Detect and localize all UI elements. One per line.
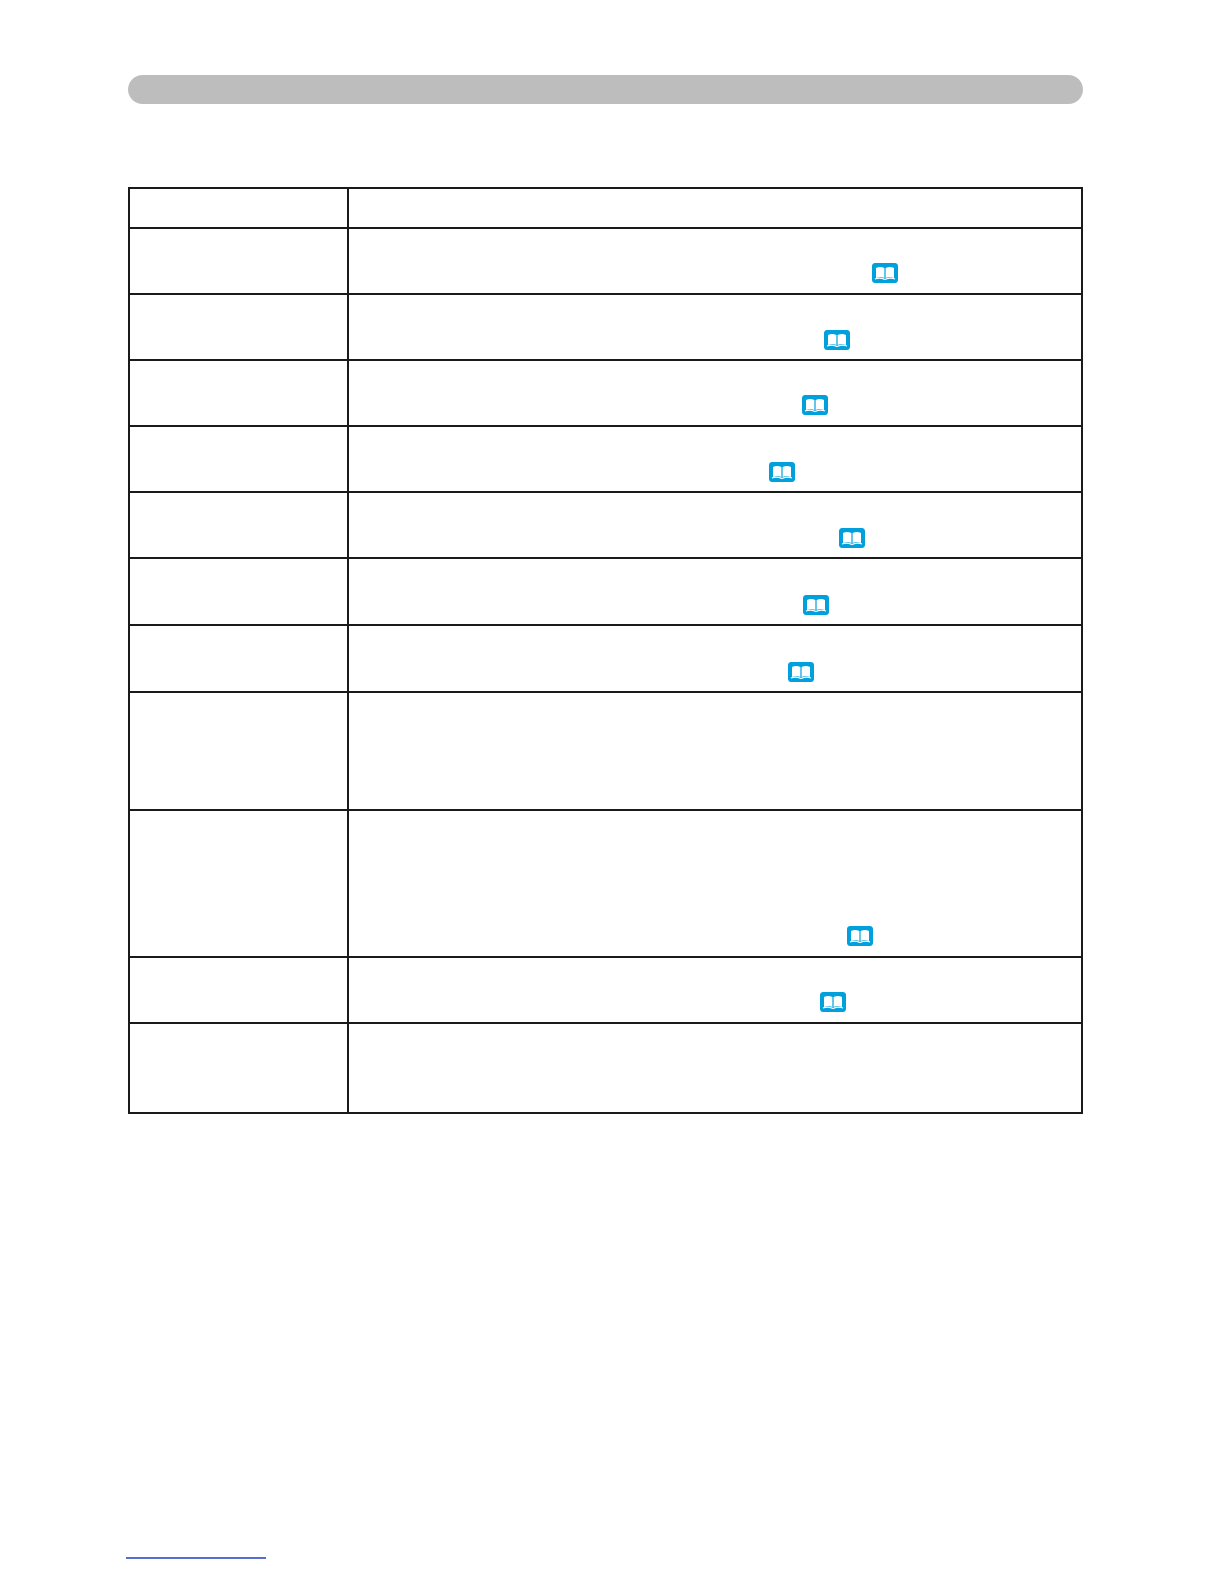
reference-icon — [872, 263, 898, 283]
reference-icon — [788, 662, 814, 682]
reference-icon — [820, 992, 846, 1012]
table-border — [128, 187, 1083, 1114]
reference-icon — [769, 462, 795, 482]
section-header-bar — [128, 75, 1083, 104]
reference-icon — [839, 528, 865, 548]
reference-icon — [847, 926, 873, 946]
reference-icon — [803, 595, 829, 615]
reference-icon — [802, 395, 828, 415]
reference-icon — [824, 330, 850, 350]
